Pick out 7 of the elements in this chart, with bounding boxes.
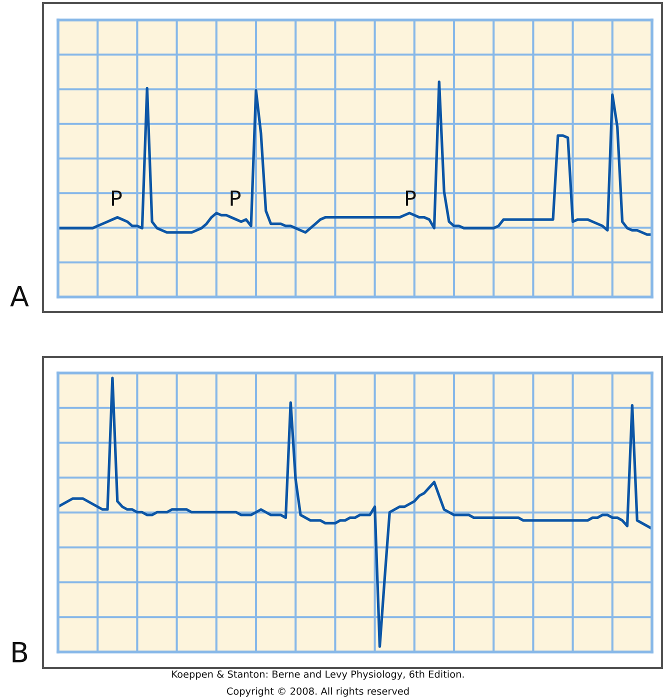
text: A [10, 286, 29, 306]
text: Copyright © 2008. All rights reserved [226, 687, 409, 697]
text: Koeppen & Stanton: Berne and Levy Physiology, 6th Edition. [172, 670, 464, 680]
annotation: P [112, 190, 122, 206]
annotation: P [230, 190, 241, 206]
text: B [12, 642, 28, 662]
annotation: P [406, 190, 416, 206]
